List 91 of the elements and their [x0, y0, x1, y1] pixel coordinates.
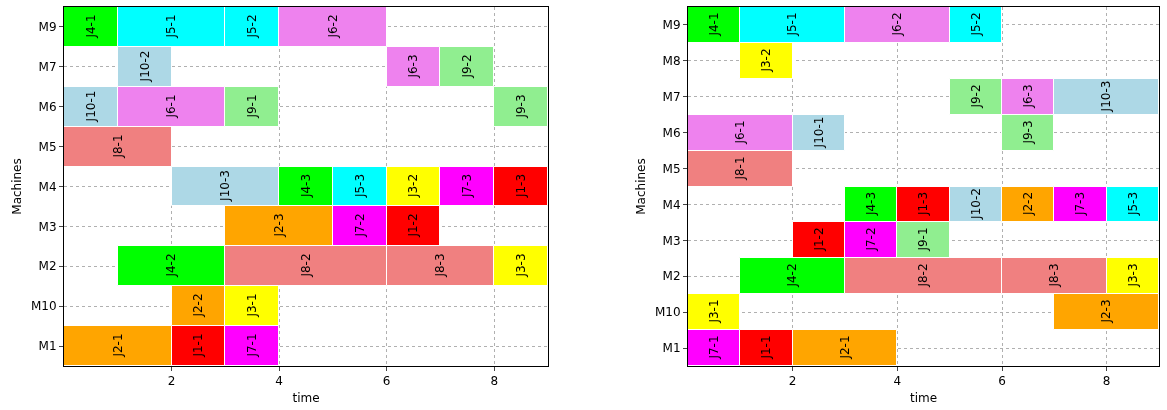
data-label: J10-3 — [218, 170, 232, 202]
data-label: J5-1 — [164, 14, 178, 39]
data-label: J7-2 — [863, 227, 878, 252]
x-tick-label: 2 — [788, 374, 797, 389]
data-label: J5-3 — [1125, 191, 1140, 217]
y-tick-label: M3 — [662, 233, 681, 248]
data-label: J5-2 — [968, 12, 983, 37]
data-label: J7-1 — [706, 335, 721, 360]
data-label: J3-2 — [406, 173, 420, 199]
y-tick-label: M6 — [662, 125, 681, 140]
x-tick-label: 4 — [893, 374, 902, 389]
y-tick-label: M1 — [662, 341, 681, 356]
data-label: J9-3 — [1020, 120, 1035, 145]
data-label: J6-2 — [325, 14, 340, 39]
y-tick-label: M6 — [38, 99, 57, 114]
data-label: J8-1 — [733, 156, 747, 181]
data-label: J1-2 — [406, 213, 420, 238]
data-label: J10-1 — [811, 116, 826, 149]
data-label: J5-3 — [352, 173, 367, 199]
data-label: J4-1 — [706, 12, 721, 37]
data-label: J3-3 — [513, 253, 528, 278]
data-label: J7-3 — [459, 173, 474, 199]
data-label: J3-2 — [759, 48, 773, 73]
data-label: J1-3 — [916, 191, 930, 217]
data-label: J10-2 — [137, 50, 152, 83]
data-label: J7-3 — [1073, 191, 1087, 217]
data-label: J5-2 — [244, 14, 259, 39]
x-axis-title: time — [292, 391, 320, 406]
y-tick-label: M2 — [662, 269, 681, 284]
data-label: J2-3 — [1099, 299, 1113, 324]
data-label: J3-1 — [244, 293, 259, 318]
y-tick-label: M2 — [38, 259, 57, 274]
data-label: J3-3 — [1125, 263, 1140, 288]
x-tick-label: 8 — [490, 374, 499, 389]
data-label: J2-2 — [191, 293, 205, 318]
data-label: J2-1 — [110, 333, 125, 358]
y-tick-label: M4 — [662, 197, 681, 212]
data-label: J2-3 — [271, 213, 286, 238]
data-label: J2-2 — [1020, 191, 1035, 217]
y-tick-label: M10 — [654, 305, 681, 320]
data-label: J4-2 — [785, 263, 799, 288]
data-label: J9-3 — [513, 94, 528, 119]
data-label: J9-2 — [968, 84, 983, 109]
y-tick-label: M4 — [38, 179, 57, 194]
y-tick-label: M10 — [30, 299, 57, 314]
y-tick-label: M7 — [38, 60, 57, 75]
data-label: J8-3 — [1047, 263, 1061, 288]
x-tick-label: 8 — [1102, 374, 1111, 389]
data-label: J4-3 — [298, 173, 313, 199]
data-label: J8-2 — [298, 253, 313, 278]
data-label: J1-1 — [191, 333, 205, 358]
data-label: J6-1 — [733, 120, 747, 145]
data-label: J2-1 — [837, 335, 852, 360]
y-tick-label: M8 — [662, 54, 681, 69]
data-label: J6-3 — [406, 54, 420, 79]
data-label: J4-3 — [863, 191, 878, 217]
data-label: J1-3 — [513, 173, 528, 199]
data-label: J6-3 — [1020, 84, 1035, 109]
data-label: J7-2 — [352, 213, 367, 238]
x-tick-label: 6 — [382, 374, 391, 389]
data-label: J4-2 — [164, 253, 178, 278]
x-tick-label: 4 — [275, 374, 283, 389]
data-label: J5-1 — [785, 12, 799, 37]
data-label: J3-1 — [706, 299, 721, 324]
data-label: J9-1 — [916, 227, 930, 252]
y-axis-title: Machines — [10, 158, 25, 215]
y-tick-label: M1 — [38, 339, 57, 354]
x-tick-label: 6 — [998, 374, 1006, 389]
x-tick-label: 2 — [167, 374, 176, 389]
data-label: J4-1 — [83, 14, 98, 39]
data-label: J8-1 — [110, 134, 125, 159]
data-label: J8-2 — [916, 263, 930, 288]
y-tick-label: M9 — [38, 20, 57, 35]
data-label: J1-2 — [811, 227, 826, 252]
data-label: J7-1 — [244, 333, 259, 358]
y-tick-label: M5 — [662, 161, 681, 176]
data-label: J10-3 — [1099, 80, 1113, 113]
data-label: J10-1 — [83, 90, 98, 123]
data-label: J9-2 — [459, 54, 474, 79]
data-label: J9-1 — [244, 94, 259, 119]
data-label: J10-2 — [968, 188, 983, 220]
data-label: J8-3 — [433, 253, 447, 278]
y-tick-label: M5 — [38, 139, 57, 154]
y-tick-label: M7 — [662, 89, 681, 104]
data-label: J6-1 — [164, 94, 178, 119]
y-tick-label: M9 — [662, 18, 681, 33]
y-axis-title: Machines — [634, 158, 649, 215]
y-tick-label: M3 — [38, 219, 57, 234]
data-label: J1-1 — [759, 335, 773, 360]
x-axis-title: time — [909, 391, 938, 406]
data-label: J6-2 — [890, 12, 904, 37]
